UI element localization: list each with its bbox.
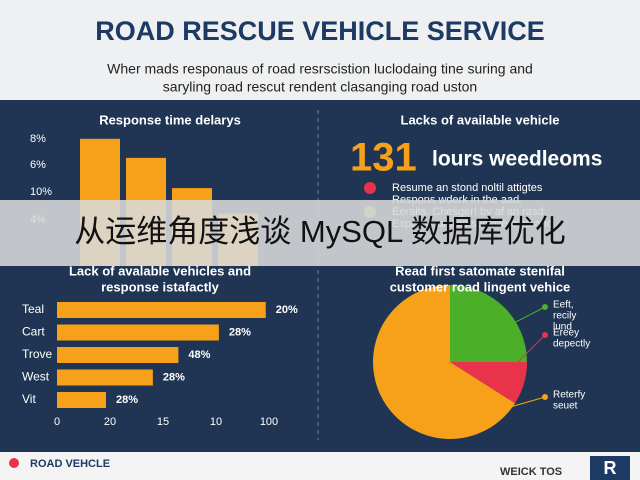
bar [57, 302, 266, 318]
bar [57, 324, 219, 341]
big-text: lours weedleoms [432, 148, 602, 171]
legend-label: lund [553, 322, 572, 333]
bar-label: 48% [188, 349, 210, 361]
subtitle: Wher mads responaus of road resrscistion… [107, 61, 533, 77]
title: ROAD RESCUE VEHICLE SERVICE [95, 16, 545, 46]
legend-label: depectly [553, 339, 590, 350]
big-number: 131 [350, 136, 417, 180]
legend-label: seuet [553, 401, 578, 412]
chart-title: response istafactly [101, 279, 220, 294]
tick-label: 20 [104, 416, 116, 428]
bar-label: 20% [276, 304, 298, 316]
footer-left: ROAD VEHCLE [30, 458, 110, 470]
tick-label: 15 [157, 416, 169, 428]
pie-slice [450, 285, 527, 362]
banner-bg [0, 200, 640, 266]
bar [57, 392, 106, 408]
tick-label: 100 [260, 416, 278, 428]
category-label: Vit [22, 392, 36, 406]
tick-label: 10 [210, 416, 222, 428]
footer-right: WEICK TOS [500, 466, 562, 478]
panel-title: Lacks of available vehicle [401, 112, 560, 127]
leader-line [509, 334, 546, 371]
bar [57, 369, 153, 386]
pie-slice [450, 362, 527, 404]
legend-label: Reterfy [553, 390, 585, 401]
footer-icon [9, 458, 19, 468]
leader-dot [542, 394, 548, 400]
bullet [364, 182, 376, 194]
pie-slice [373, 285, 516, 439]
tick-label: 6% [30, 159, 46, 171]
logo: R [604, 458, 617, 478]
tick-label: 10% [30, 186, 52, 198]
subtitle: saryling road rescut rendent clasanging … [163, 79, 477, 95]
chart-title: Response time delarys [99, 112, 241, 127]
legend-label: recily [553, 311, 576, 322]
logo-bg [590, 456, 630, 480]
bar-label: 28% [229, 326, 251, 338]
item-text: Resume an stond noltil attigtes [392, 182, 543, 194]
category-label: West [22, 370, 50, 384]
category-label: Trove [22, 347, 53, 361]
tick-label: 8% [30, 133, 46, 145]
banner: 从运维角度浅谈 MySQL 数据库优化 [74, 214, 565, 249]
chart-title: Lack of avalable vehicles and [69, 263, 251, 278]
footer-bg [0, 452, 640, 480]
chart-title: customer road lingent vehice [390, 279, 571, 294]
tick-label: 0 [54, 416, 60, 428]
leader-dot [542, 304, 548, 310]
header-bg [0, 0, 640, 100]
bar-label: 28% [116, 394, 138, 406]
category-label: Teal [22, 302, 44, 316]
leader-line [499, 396, 546, 411]
legend-label: Ereey [553, 328, 579, 339]
chart-title: Read first satomate stenifal [395, 263, 565, 278]
bar [57, 347, 179, 363]
bar-label: 28% [163, 371, 185, 383]
category-label: Cart [22, 325, 45, 339]
leader-line [499, 306, 546, 331]
legend-label: Eeft, [553, 300, 574, 311]
leader-dot [542, 332, 548, 338]
